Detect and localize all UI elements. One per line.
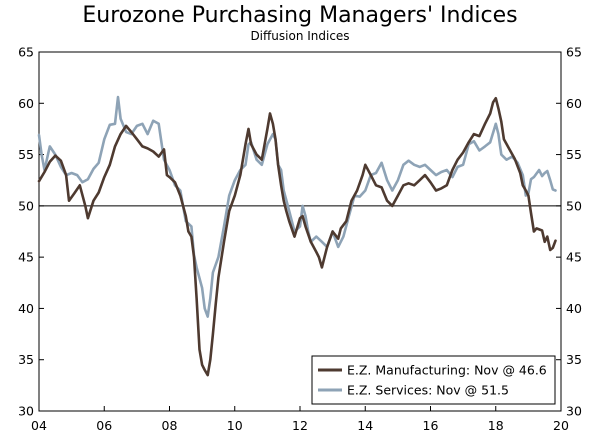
legend: E.Z. Manufacturing: Nov @ 46.6 E.Z. Serv… — [311, 355, 556, 405]
series-line-manufacturing — [37, 96, 557, 377]
x-tick-label: 20 — [553, 418, 569, 433]
x-tick-label: 04 — [31, 418, 47, 433]
y-tick-label-left: 65 — [18, 45, 34, 60]
x-tick-label: 10 — [227, 418, 243, 433]
x-tick-label: 08 — [162, 418, 178, 433]
y-tick-label-left: 35 — [18, 352, 34, 367]
chart-subtitle: Diffusion Indices — [250, 29, 350, 43]
y-tick-label-left: 55 — [18, 147, 34, 162]
y-tick-label-right: 35 — [566, 352, 582, 367]
legend-label-manufacturing: E.Z. Manufacturing: Nov @ 46.6 — [347, 363, 547, 378]
x-tick-label: 18 — [488, 418, 504, 433]
x-tick-label: 12 — [292, 418, 308, 433]
y-tick-label-right: 65 — [566, 45, 582, 60]
y-tick-label-right: 60 — [566, 96, 582, 111]
y-tick-label-right: 55 — [566, 147, 582, 162]
y-tick-label-left: 45 — [18, 250, 34, 265]
y-tick-label-right: 30 — [566, 404, 582, 419]
y-tick-label-left: 60 — [18, 96, 34, 111]
chart-title: Eurozone Purchasing Managers' Indices — [82, 3, 518, 28]
x-axis: 04 06 08 10 12 14 16 18 20 — [31, 406, 569, 433]
y-tick-label-right: 50 — [566, 198, 582, 213]
series-layer — [37, 95, 557, 377]
y-tick-label-right: 45 — [566, 250, 582, 265]
y-tick-label-left: 30 — [18, 404, 34, 419]
x-tick-label: 06 — [96, 418, 112, 433]
y-tick-label-right: 40 — [566, 301, 582, 316]
series-line-services — [37, 95, 557, 318]
y-tick-label-left: 50 — [18, 198, 34, 213]
legend-label-services: E.Z. Services: Nov @ 51.5 — [347, 383, 509, 398]
legend-box — [311, 355, 556, 405]
y-tick-label-left: 40 — [18, 301, 34, 316]
y-axis-right: 30 35 40 45 50 55 60 65 — [556, 45, 582, 419]
x-tick-label: 14 — [357, 418, 373, 433]
x-tick-label: 16 — [423, 418, 439, 433]
y-axis-left: 30 35 40 45 50 55 60 65 — [18, 45, 44, 419]
